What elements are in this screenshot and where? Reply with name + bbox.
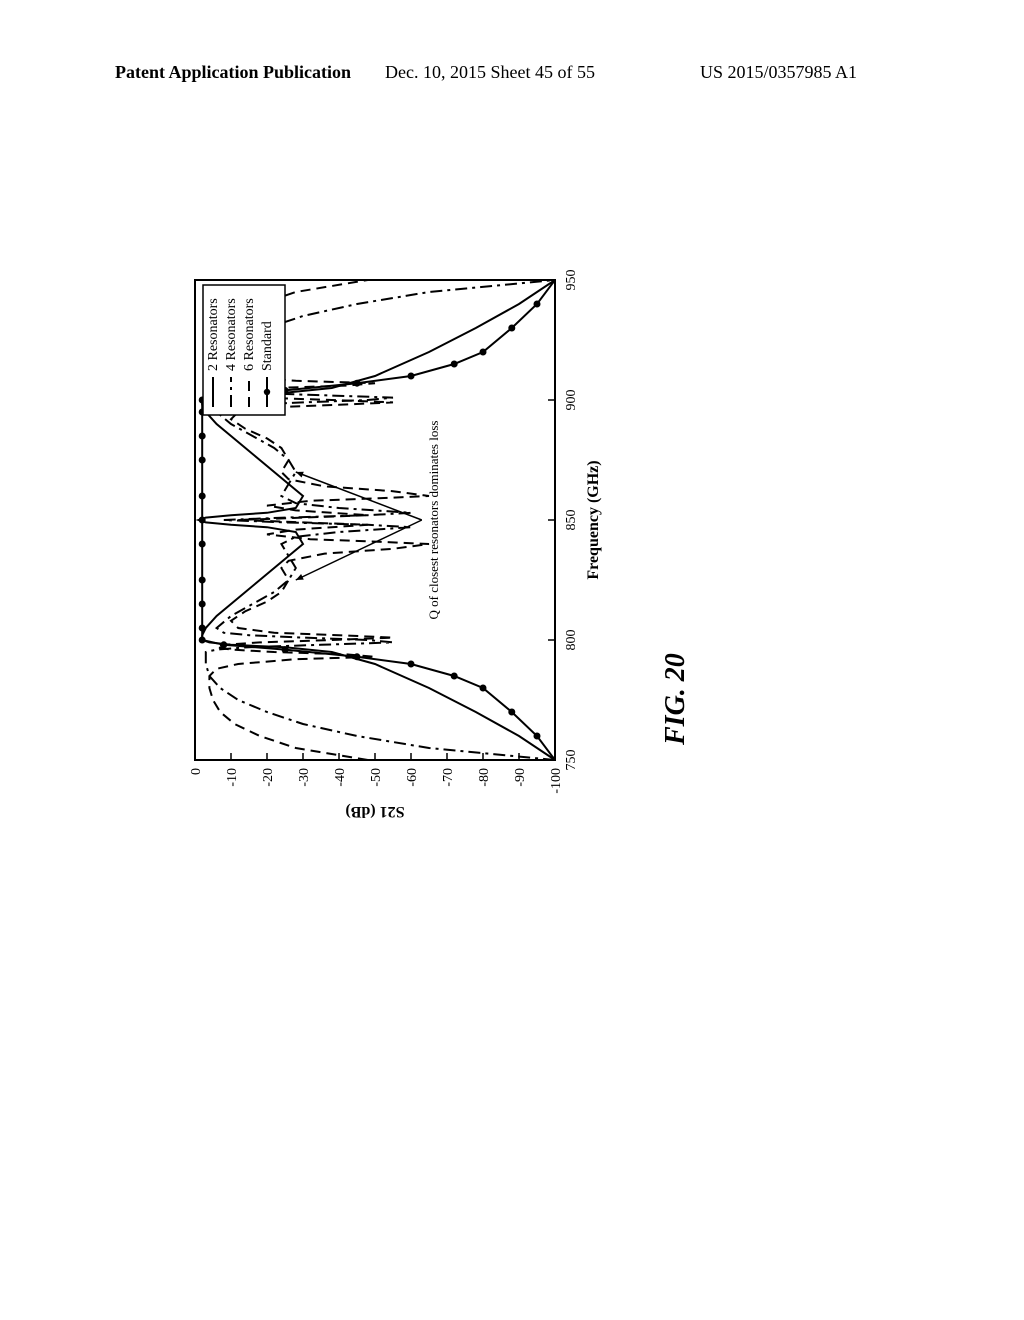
figure-caption: FIG. 20: [660, 653, 692, 745]
svg-text:-70: -70: [441, 768, 456, 787]
svg-text:-20: -20: [261, 768, 276, 787]
svg-text:-40: -40: [333, 768, 348, 787]
svg-text:-10: -10: [225, 768, 240, 787]
svg-text:2 Resonators: 2 Resonators: [206, 298, 221, 371]
svg-text:Frequency (GHz): Frequency (GHz): [585, 460, 602, 579]
svg-text:950: 950: [564, 270, 579, 291]
header-date-sheet: Dec. 10, 2015 Sheet 45 of 55: [385, 62, 595, 83]
s21-frequency-chart: 750 800 850 900 950 0 -10 -20 -30 -40 -50 -60 -70 -80…: [180, 265, 610, 825]
svg-text:850: 850: [564, 510, 579, 531]
svg-text:-100: -100: [549, 768, 564, 794]
svg-text:750: 750: [564, 750, 579, 771]
svg-text:0: 0: [189, 768, 204, 775]
svg-text:4 Resonators: 4 Resonators: [224, 298, 239, 371]
svg-text:-50: -50: [369, 768, 384, 787]
svg-text:900: 900: [564, 390, 579, 411]
header-publication: Patent Application Publication: [115, 62, 351, 83]
svg-text:-80: -80: [477, 768, 492, 787]
svg-text:-60: -60: [405, 768, 420, 787]
header-pub-number: US 2015/0357985 A1: [700, 62, 857, 83]
svg-text:S21 (dB): S21 (dB): [345, 803, 404, 820]
svg-text:800: 800: [564, 630, 579, 651]
svg-text:-30: -30: [297, 768, 312, 787]
svg-text:6 Resonators: 6 Resonators: [242, 298, 257, 371]
figure-rotated-container: 7508008509009500-10-20-30-40-50-60-70-80…: [180, 395, 740, 825]
svg-text:Q of closest resonators domina: Q of closest resonators dominates loss: [426, 421, 441, 620]
svg-text:Standard: Standard: [260, 321, 275, 371]
svg-text:-90: -90: [513, 768, 528, 787]
